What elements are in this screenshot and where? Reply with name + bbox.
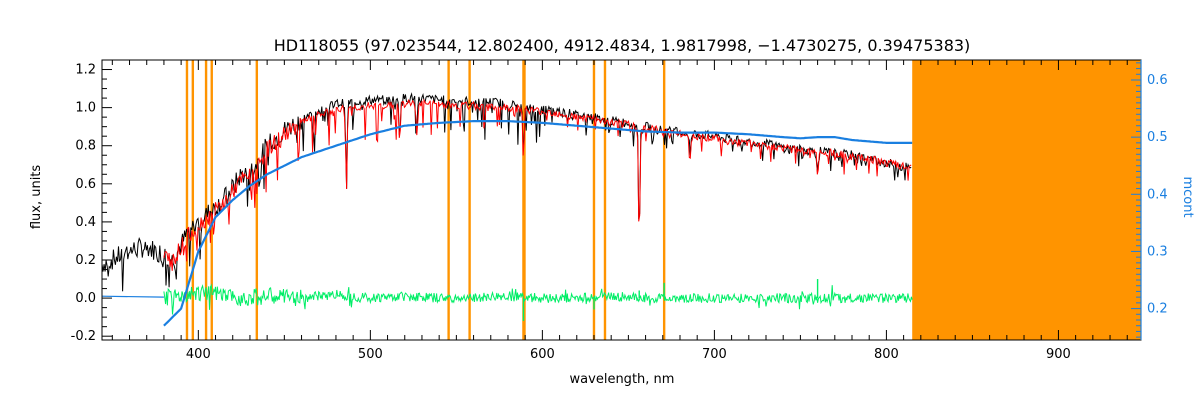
y-right-tick-label-0.4: 0.4	[1147, 187, 1168, 202]
y-right-tick-label-0.3: 0.3	[1147, 244, 1168, 259]
y-axis-right-label: mcont	[1180, 176, 1195, 217]
x-axis-label: wavelength, nm	[570, 372, 675, 387]
y-right-tick-label-0.6: 0.6	[1147, 73, 1168, 88]
y-right-tick-label-0.5: 0.5	[1147, 130, 1168, 145]
y-tick-label-1: 1.0	[75, 101, 96, 116]
y-tick-label--0.2: -0.2	[71, 329, 96, 344]
y-axis-ticks: -0.2 0.0 0.2 0.4 0.6 0.8 1.0 1.2	[71, 63, 112, 344]
y-right-tick-label-0.2: 0.2	[1147, 302, 1168, 317]
y-tick-label-0.2: 0.2	[75, 253, 96, 268]
y-tick-label-0: 0.0	[75, 291, 96, 306]
zero-baseline	[101, 295, 164, 298]
y-axis-right-ticks: 0.2 0.3 0.4 0.5 0.6	[1131, 60, 1168, 340]
x-tick-label-500: 500	[358, 347, 383, 362]
x-tick-label-800: 800	[874, 347, 899, 362]
series-residual	[163, 283, 913, 315]
chart-title: HD118055 (97.023544, 12.802400, 4912.483…	[274, 36, 971, 55]
y-tick-label-0.8: 0.8	[75, 139, 96, 154]
x-tick-label-400: 400	[186, 347, 211, 362]
series-continuum	[163, 120, 913, 327]
x-tick-label-900: 900	[1046, 347, 1071, 362]
y-tick-label-1.2: 1.2	[75, 63, 96, 78]
series-observed	[101, 92, 912, 292]
y-tick-label-0.4: 0.4	[75, 215, 96, 230]
y-tick-label-0.6: 0.6	[75, 177, 96, 192]
plot-series	[101, 92, 913, 327]
x-tick-label-700: 700	[702, 347, 727, 362]
x-axis-ticks: 400 500 600 700 800 900	[111, 60, 1128, 362]
series-model	[163, 98, 912, 271]
masked-region	[912, 60, 1141, 340]
y-axis-label: flux, units	[29, 165, 44, 230]
x-tick-label-600: 600	[530, 347, 555, 362]
